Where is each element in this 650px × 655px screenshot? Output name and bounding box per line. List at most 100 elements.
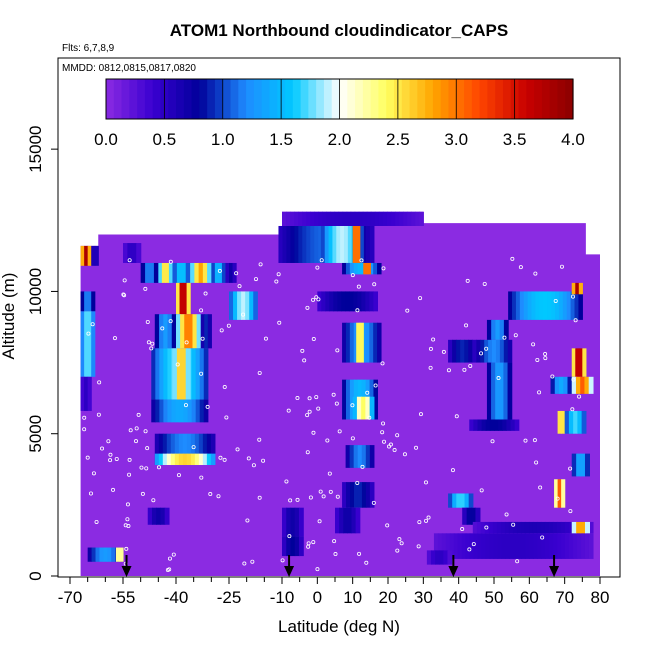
heatmap-cell: [181, 348, 187, 400]
sample-marker: [555, 496, 560, 501]
sample-marker: [146, 340, 151, 345]
heatmap-cell: [560, 521, 566, 534]
heatmap-cell: [584, 453, 590, 477]
sample-marker: [253, 277, 258, 282]
heatmap-cell: [350, 211, 356, 226]
heatmap-cell: [386, 211, 392, 226]
sample-marker: [350, 436, 355, 441]
heatmap-cell: [449, 533, 455, 559]
heatmap-cell: [190, 262, 195, 283]
colorbar-swatch: [557, 79, 566, 119]
heatmap-cell: [174, 433, 180, 466]
heatmap-cell: [525, 533, 530, 559]
heatmap-cell: [529, 533, 534, 559]
sample-marker: [124, 546, 129, 551]
sample-marker: [402, 452, 407, 457]
colorbar-swatch: [432, 79, 442, 119]
sample-marker: [305, 413, 310, 418]
heatmap-cell: [306, 225, 311, 263]
heatmap-cell: [84, 311, 89, 377]
heatmap-cell: [162, 433, 168, 466]
colorbar-swatch: [121, 79, 130, 119]
heatmap-cell: [556, 521, 562, 534]
heatmap-cell: [91, 245, 96, 266]
heatmap-cell: [407, 211, 412, 226]
heatmap-cell: [342, 482, 347, 508]
heatmap-cell: [91, 311, 96, 377]
sample-marker: [208, 492, 213, 497]
heatmap-cell: [282, 211, 287, 226]
heatmap-cell: [411, 211, 416, 226]
sample-marker: [295, 396, 300, 401]
heatmap-cell: [164, 507, 170, 525]
sample-marker: [316, 406, 321, 411]
heatmap-cell: [192, 314, 198, 349]
heatmap-cell: [528, 521, 534, 534]
heatmap-cell: [182, 453, 188, 466]
sample-marker: [122, 278, 127, 283]
colorbar-swatch: [168, 79, 177, 119]
sample-marker: [426, 515, 431, 520]
heatmap-cell: [153, 262, 159, 283]
heatmap-cell: [441, 533, 447, 559]
heatmap-cell: [321, 291, 326, 312]
heatmap-cell: [435, 550, 440, 565]
sample-marker: [287, 534, 292, 539]
heatmap-cell: [278, 225, 284, 263]
heatmap-cell: [439, 550, 444, 565]
heatmap-cell: [286, 507, 292, 537]
heatmap-cell: [366, 211, 372, 226]
heatmap-cell: [294, 507, 300, 537]
sample-marker: [82, 415, 87, 420]
heatmap-cell: [361, 445, 367, 468]
heatmap-cell: [245, 291, 250, 320]
heatmap-cell: [186, 453, 192, 466]
heatmap-cell: [159, 399, 164, 423]
heatmap-cell: [298, 225, 303, 263]
heatmap-cell: [571, 282, 576, 295]
sample-marker: [328, 489, 333, 494]
sample-marker: [257, 370, 262, 375]
heatmap-cell: [302, 211, 307, 226]
heatmap-cell: [182, 433, 188, 466]
heatmap-cell: [202, 453, 208, 466]
heatmap-cell: [373, 291, 378, 312]
sample-marker: [395, 433, 400, 438]
heatmap-cell: [282, 507, 287, 537]
heatmap-cell: [582, 348, 587, 377]
colorbar-tick-label: 0.0: [94, 130, 118, 149]
sample-marker: [482, 281, 487, 286]
colorbar-swatch: [417, 79, 426, 119]
colorbar-swatch: [526, 79, 535, 119]
heatmap-cell: [561, 479, 566, 508]
heatmap-cell: [200, 314, 205, 349]
heatmap-cell: [581, 533, 586, 559]
heatmap-cell: [536, 521, 542, 534]
heatmap-cell: [349, 379, 355, 420]
heatmap-cell: [571, 453, 577, 477]
heatmap-cell: [87, 311, 92, 377]
sample-marker: [218, 455, 223, 460]
heatmap-cell: [491, 362, 496, 420]
heatmap-cell: [561, 410, 566, 434]
heatmap-cell: [343, 225, 349, 263]
colorbar-swatch: [401, 79, 411, 119]
heatmap-cell: [488, 521, 494, 534]
colorbar-swatch: [487, 79, 496, 119]
heatmap-cell: [498, 419, 503, 431]
sample-marker: [125, 502, 130, 507]
heatmap-cell: [353, 262, 359, 275]
sample-marker: [106, 439, 111, 444]
heatmap-cell: [339, 507, 344, 534]
sample-marker: [94, 519, 99, 524]
sample-marker: [540, 535, 545, 540]
heatmap-cell: [373, 322, 378, 363]
heatmap-cell: [290, 536, 296, 557]
sample-marker: [125, 517, 130, 522]
heatmap-cell: [183, 282, 188, 315]
heatmap-cell: [199, 348, 205, 400]
sample-marker: [237, 284, 242, 289]
heatmap-cell: [154, 314, 160, 349]
heatmap-cell: [495, 362, 500, 420]
